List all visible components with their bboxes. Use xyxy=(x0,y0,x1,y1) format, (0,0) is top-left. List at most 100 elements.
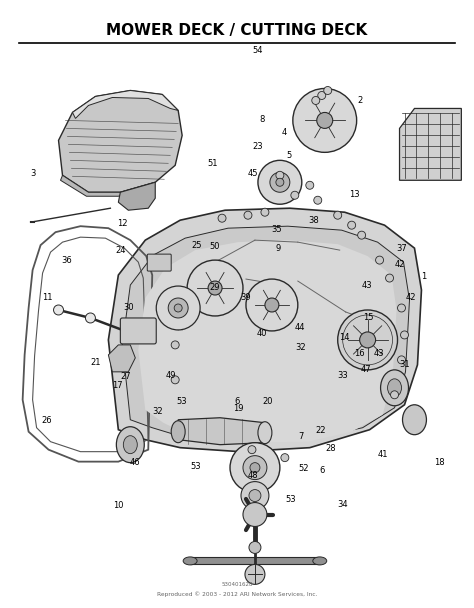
Polygon shape xyxy=(73,91,178,119)
Polygon shape xyxy=(61,175,155,196)
Text: 53: 53 xyxy=(285,495,296,504)
Circle shape xyxy=(243,455,267,480)
Circle shape xyxy=(243,503,267,527)
Text: 27: 27 xyxy=(120,372,131,381)
Polygon shape xyxy=(118,182,155,210)
Text: 11: 11 xyxy=(42,294,52,302)
Circle shape xyxy=(398,356,405,364)
Text: 24: 24 xyxy=(115,246,126,255)
FancyBboxPatch shape xyxy=(120,318,156,344)
Circle shape xyxy=(246,279,298,331)
Text: 22: 22 xyxy=(316,426,327,435)
Text: 46: 46 xyxy=(130,458,141,468)
Text: 29: 29 xyxy=(210,283,220,292)
Circle shape xyxy=(401,331,409,339)
Text: 5: 5 xyxy=(286,151,292,160)
Circle shape xyxy=(245,564,265,584)
Circle shape xyxy=(250,463,260,472)
Text: 39: 39 xyxy=(240,294,251,302)
Circle shape xyxy=(174,304,182,312)
Text: 52: 52 xyxy=(298,465,309,474)
Circle shape xyxy=(85,313,95,323)
Text: 31: 31 xyxy=(400,360,410,369)
Polygon shape xyxy=(190,558,320,564)
Polygon shape xyxy=(400,108,461,181)
Circle shape xyxy=(347,221,356,229)
Text: 50: 50 xyxy=(210,242,220,251)
Circle shape xyxy=(218,214,226,222)
Circle shape xyxy=(318,91,326,100)
Ellipse shape xyxy=(402,405,427,435)
Text: 33: 33 xyxy=(337,371,348,380)
Text: 28: 28 xyxy=(325,444,336,453)
Text: 32: 32 xyxy=(295,343,306,352)
Circle shape xyxy=(375,256,383,264)
Text: 35: 35 xyxy=(271,226,282,235)
Polygon shape xyxy=(122,226,410,441)
Circle shape xyxy=(208,281,222,295)
Polygon shape xyxy=(138,240,397,443)
Circle shape xyxy=(54,305,64,315)
Text: 15: 15 xyxy=(363,313,374,322)
Text: 2: 2 xyxy=(357,96,363,105)
Text: 53: 53 xyxy=(176,396,187,406)
Polygon shape xyxy=(109,208,421,452)
Circle shape xyxy=(249,542,261,553)
Text: 10: 10 xyxy=(113,501,123,510)
Text: 14: 14 xyxy=(339,333,350,342)
Circle shape xyxy=(398,304,405,312)
Ellipse shape xyxy=(258,422,272,444)
Circle shape xyxy=(358,231,365,239)
Circle shape xyxy=(249,489,261,502)
Text: 30: 30 xyxy=(123,303,134,311)
Text: 20: 20 xyxy=(263,396,273,406)
Circle shape xyxy=(187,260,243,316)
Circle shape xyxy=(270,172,290,192)
Text: 9: 9 xyxy=(276,244,281,253)
Text: 1: 1 xyxy=(421,272,426,282)
Text: 51: 51 xyxy=(207,159,218,168)
Text: 19: 19 xyxy=(233,404,244,413)
Text: 4: 4 xyxy=(282,128,287,137)
Ellipse shape xyxy=(123,436,137,454)
Circle shape xyxy=(314,196,322,204)
Ellipse shape xyxy=(388,379,401,397)
Circle shape xyxy=(306,181,314,189)
Circle shape xyxy=(334,211,342,219)
Text: 13: 13 xyxy=(349,190,359,199)
Text: 53: 53 xyxy=(191,462,201,471)
Circle shape xyxy=(385,274,393,282)
Ellipse shape xyxy=(381,370,409,406)
Circle shape xyxy=(265,298,279,312)
Circle shape xyxy=(168,298,188,318)
Circle shape xyxy=(276,178,284,186)
Circle shape xyxy=(391,391,399,399)
Text: 21: 21 xyxy=(90,358,100,367)
Polygon shape xyxy=(178,418,265,444)
Text: 18: 18 xyxy=(434,458,445,468)
Text: 42: 42 xyxy=(395,260,405,269)
Text: 26: 26 xyxy=(42,416,52,425)
Text: 6: 6 xyxy=(234,396,240,406)
Polygon shape xyxy=(58,91,182,192)
Text: 6: 6 xyxy=(319,466,325,475)
Circle shape xyxy=(360,332,375,348)
Text: 49: 49 xyxy=(165,371,176,380)
Text: 42: 42 xyxy=(406,294,416,302)
Text: 44: 44 xyxy=(295,323,305,331)
Text: 40: 40 xyxy=(257,328,267,337)
Text: 17: 17 xyxy=(113,381,123,390)
Text: 12: 12 xyxy=(118,219,128,229)
Circle shape xyxy=(258,161,302,204)
Text: 54: 54 xyxy=(252,46,263,55)
Circle shape xyxy=(293,89,356,153)
Circle shape xyxy=(276,171,284,179)
Ellipse shape xyxy=(171,421,185,443)
Text: 8: 8 xyxy=(259,115,265,124)
FancyBboxPatch shape xyxy=(147,254,171,271)
Text: 48: 48 xyxy=(247,471,258,480)
Circle shape xyxy=(281,454,289,461)
Circle shape xyxy=(171,341,179,349)
Circle shape xyxy=(312,97,320,105)
Text: MOWER DECK / CUTTING DECK: MOWER DECK / CUTTING DECK xyxy=(106,23,368,38)
